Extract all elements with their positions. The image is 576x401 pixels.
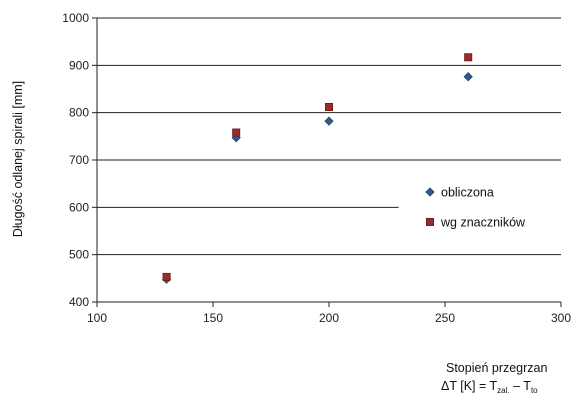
x-axis-formula-main: ΔT [K] = T [441, 379, 498, 393]
x-tick-label-250: 250 [435, 311, 455, 325]
x-axis-title-line1: Stopień przegrzan [446, 361, 548, 375]
grid-lines [97, 17, 561, 256]
legend: obliczona wg znaczników [425, 186, 526, 230]
x-tick-label-150: 150 [203, 311, 223, 325]
y-tick-label-500: 500 [69, 248, 89, 262]
x-tick-label-100: 100 [87, 311, 107, 325]
point-obliczona-3 [463, 72, 473, 82]
y-tick-label-700: 700 [69, 153, 89, 167]
point-wg-znacznikow-0 [162, 272, 171, 281]
y-tick-label-600: 600 [69, 200, 89, 214]
x-tick-label-200: 200 [319, 311, 339, 325]
legend-marker-1 [425, 217, 434, 226]
x-tick-labels: 100 150 200 250 300 [87, 311, 571, 325]
y-tick-labels: 400 500 600 700 800 900 1000 [62, 11, 89, 309]
point-wg-znacznikow-3 [464, 53, 473, 62]
y-tick-label-1000: 1000 [62, 11, 89, 25]
x-axis-formula-sub1: zal. [497, 386, 509, 395]
legend-label-1: wg znaczników [440, 216, 526, 230]
point-obliczona-2 [324, 116, 334, 126]
y-tick-label-400: 400 [69, 295, 89, 309]
y-tick-label-900: 900 [69, 58, 89, 72]
x-axis-formula-mid: – T [510, 379, 532, 393]
y-axis-title: Długość odlanej spirali [mm] [11, 81, 25, 237]
data-points [161, 53, 473, 284]
legend-label-0: obliczona [441, 186, 494, 200]
legend-marker-0 [425, 187, 435, 197]
axes [92, 17, 562, 307]
x-tick-label-300: 300 [551, 311, 571, 325]
y-tick-label-800: 800 [69, 106, 89, 120]
x-axis-title-line2: ΔT [K] = Tzal. – Tto [441, 379, 538, 395]
point-wg-znacznikow-2 [324, 102, 333, 111]
x-axis-formula-sub2: to [531, 386, 538, 395]
point-wg-znacznikow-1 [232, 128, 241, 137]
